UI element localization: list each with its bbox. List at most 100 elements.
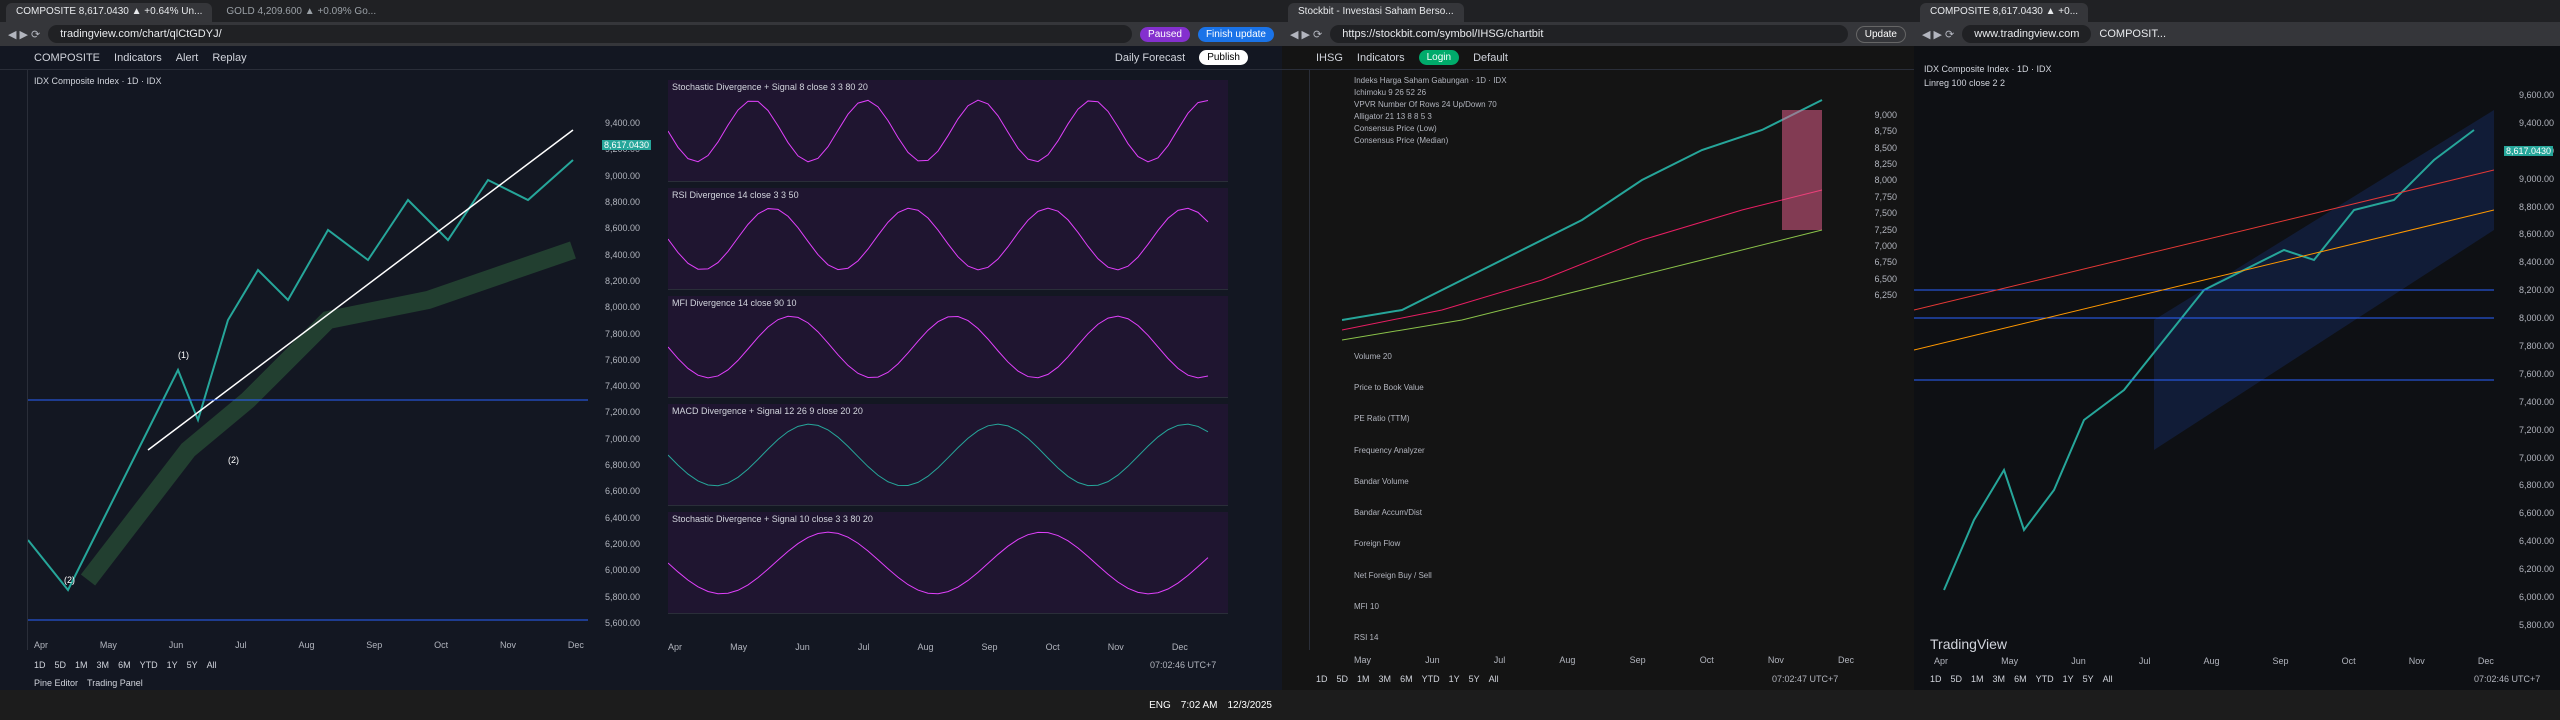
url[interactable]: tradingview.com/chart/qlCtGDYJ/ [48,25,1132,43]
range-button[interactable]: 1M [75,660,88,670]
range-button[interactable]: 5D [1337,674,1349,684]
range-button[interactable]: 5Y [2083,674,2094,684]
range-button[interactable]: 5Y [1469,674,1480,684]
price-tick: 9,400.00 [2504,118,2554,128]
range-button[interactable]: 1M [1971,674,1984,684]
range-button[interactable]: All [1489,674,1499,684]
pane-title: RSI 14 [1354,633,1854,642]
range-button[interactable]: 6M [2014,674,2027,684]
range-button[interactable]: 3M [1993,674,2006,684]
price-tick: 7,400.00 [590,381,640,391]
pane-title: Bandar Accum/Dist [1354,508,1854,517]
range-button[interactable]: 3M [97,660,110,670]
symbol[interactable]: IHSG [1316,52,1343,64]
price-tick: 6,400.00 [2504,536,2554,546]
range-button[interactable]: 1Y [2063,674,2074,684]
oscillator [668,532,1208,594]
nav-icons[interactable]: ◀ ▶ ⟳ [8,28,40,41]
pane-time-axis: AprMayJunJulAugSepOctNovDec [668,642,1188,652]
pane-title: MFI Divergence 14 close 90 10 [672,298,797,308]
range-button[interactable]: 6M [118,660,131,670]
pane-title: MFI 10 [1354,602,1854,611]
nav-icons[interactable]: ◀ ▶ ⟳ [1290,28,1322,41]
indicator-pane: MFI Divergence 14 close 90 10 [668,296,1228,398]
range-button[interactable]: 1D [1316,674,1328,684]
pane-title: Price to Book Value [1354,383,1854,392]
price-tick: 7,200.00 [2504,425,2554,435]
month-tick: Sep [982,642,998,652]
nav-icons[interactable]: ◀ ▶ ⟳ [1922,28,1954,41]
login-button[interactable]: Login [1419,50,1459,65]
range-button[interactable]: YTD [140,660,158,670]
tab[interactable]: COMPOSITE 8,617.0430 ▲ +0.64% Un... [6,3,212,22]
paused-button[interactable]: Paused [1140,27,1190,42]
month-tick: Oct [2342,656,2356,666]
price-tick: 8,800.00 [2504,202,2554,212]
month-tick: Apr [34,640,48,650]
range-button[interactable]: YTD [1422,674,1440,684]
indicator-panes: Stochastic Divergence + Signal 8 close 3… [668,80,1228,620]
price-tick: 9,000 [1857,110,1897,120]
price-tick: 8,400.00 [2504,257,2554,267]
price-tick: 7,500 [1857,208,1897,218]
range-button[interactable]: 5D [1951,674,1963,684]
url[interactable]: www.tradingview.com [1962,25,2091,43]
range-button[interactable]: 6M [1400,674,1413,684]
url[interactable]: https://stockbit.com/symbol/IHSG/chartbi… [1330,25,1848,43]
indicators[interactable]: Indicators [1357,52,1405,64]
price-scale: 9,400.009,200.009,000.008,800.008,600.00… [590,118,640,628]
finish-update-button[interactable]: Finish update [1198,27,1274,42]
tab[interactable]: GOLD 4,209.600 ▲ +0.09% Go... [216,3,386,22]
publish-button[interactable]: Publish [1199,50,1248,65]
tab[interactable]: Stockbit - Investasi Saham Berso... [1288,3,1464,22]
range-button[interactable]: YTD [2036,674,2054,684]
footer-tab[interactable]: Trading Panel [87,678,143,688]
price-scale: 9,0008,7508,5008,2508,0007,7507,5007,250… [1857,110,1897,300]
range-button[interactable]: 1D [1930,674,1942,684]
update-button[interactable]: Update [1856,26,1906,43]
footer-tab[interactable]: Pine Editor [34,678,78,688]
month-tick: Jul [235,640,247,650]
price-tick: 8,600.00 [590,223,640,233]
price-tick: 8,200.00 [2504,285,2554,295]
brand: TradingView [1930,636,2007,652]
range-button[interactable]: 5Y [187,660,198,670]
oscillator [668,208,1208,270]
indicator-line [668,404,1228,506]
stockbit-window: Stockbit - Investasi Saham Berso... ◀ ▶ … [1282,0,1914,690]
month-tick: Nov [500,640,516,650]
month-tick: Nov [1108,642,1124,652]
month-tick: Dec [1838,655,1854,665]
indicator-line [668,296,1228,398]
tool-button[interactable]: Indicators [114,52,162,64]
range-button[interactable]: 5D [55,660,67,670]
month-tick: Sep [366,640,382,650]
range-button[interactable]: All [2103,674,2113,684]
range-button[interactable]: 3M [1379,674,1392,684]
range-button[interactable]: 1Y [1449,674,1460,684]
layout[interactable]: Default [1473,52,1508,64]
month-tick: Jun [169,640,184,650]
range-buttons: 1D 5D 1M 3M 6M YTD 1Y 5Y All [1930,674,2113,684]
forecast[interactable]: Daily Forecast [1115,52,1185,64]
pane-title: RSI Divergence 14 close 3 3 50 [672,190,799,200]
legend: Linreg 100 close 2 2 [1924,78,2005,88]
range-button[interactable]: 1D [34,660,46,670]
address-bar: ◀ ▶ ⟳ https://stockbit.com/symbol/IHSG/c… [1282,22,1914,46]
range-button[interactable]: 1Y [167,660,178,670]
tab-bar: COMPOSITE 8,617.0430 ▲ +0... [1914,0,2560,22]
price-tick: 9,600.00 [2504,90,2554,100]
language[interactable]: ENG [1149,700,1171,711]
range-button[interactable]: 1M [1357,674,1370,684]
tool-button[interactable]: Replay [212,52,246,64]
tab-bar: Stockbit - Investasi Saham Berso... [1282,0,1914,22]
pane-title: MACD Divergence + Signal 12 26 9 close 2… [672,406,863,416]
symbol[interactable]: COMPOSITE [34,52,100,64]
range-button[interactable]: All [207,660,217,670]
month-tick: Dec [1172,642,1188,652]
month-tick: Aug [298,640,314,650]
tool-button[interactable]: Alert [176,52,199,64]
tab[interactable]: COMPOSITE 8,617.0430 ▲ +0... [1920,3,2088,22]
price-tick: 8,750 [1857,126,1897,136]
indicator-pane: Stochastic Divergence + Signal 10 close … [668,512,1228,614]
